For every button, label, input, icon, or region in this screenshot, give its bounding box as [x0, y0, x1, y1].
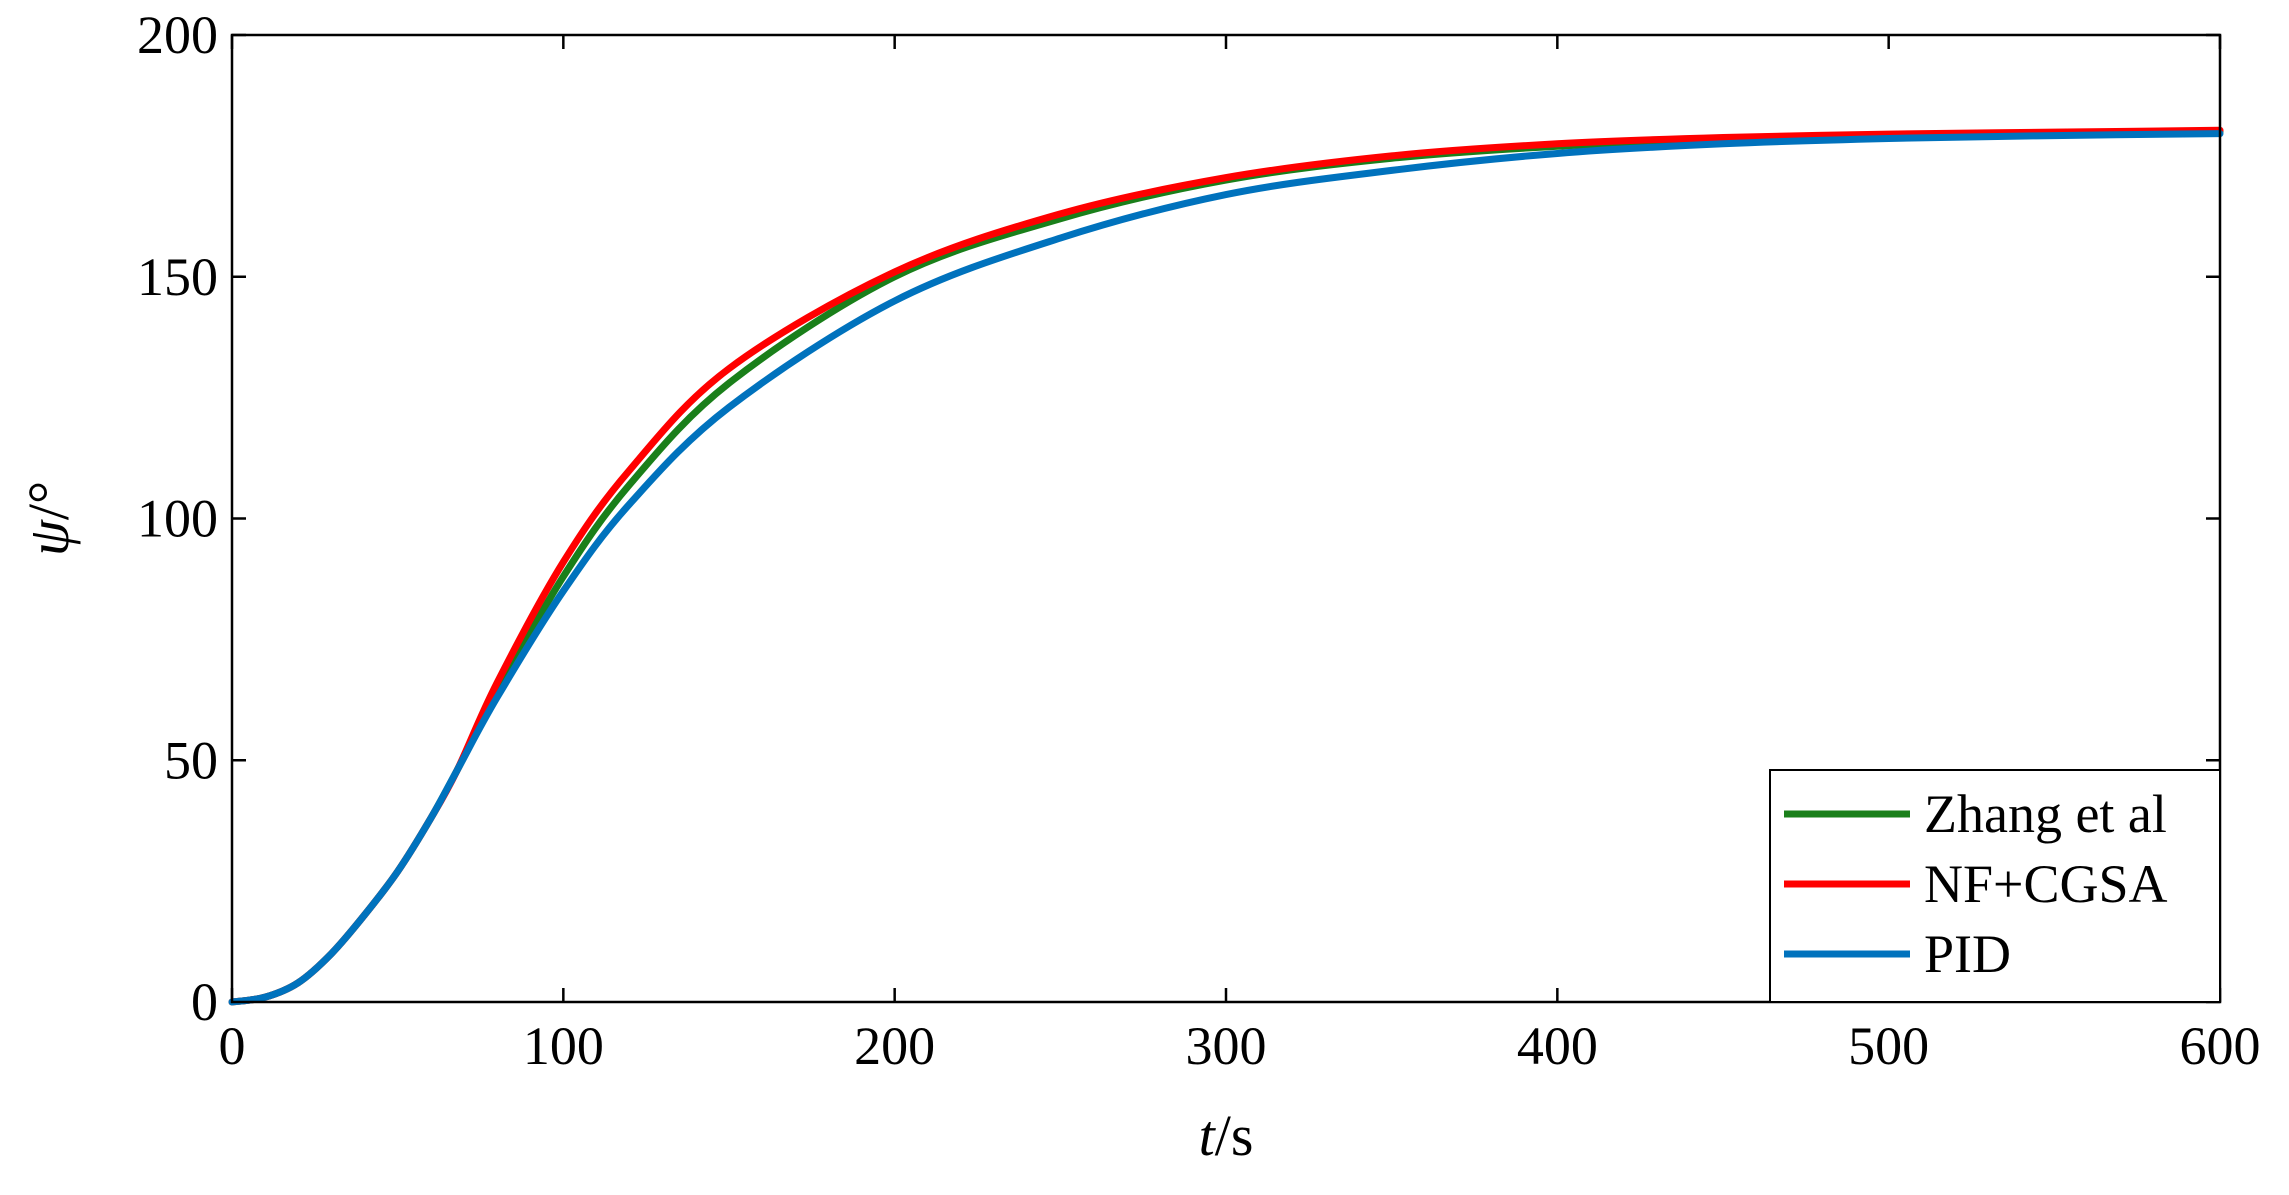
y-axis-var: ψ	[16, 519, 81, 556]
legend-label-pid: PID	[1924, 924, 2011, 984]
x-axis-unit: /s	[1215, 1103, 1254, 1168]
legend: Zhang et al NF+CGSA PID	[1769, 769, 2221, 1003]
x-tick-label: 200	[854, 1016, 935, 1076]
plot-area-frame	[230, 33, 2222, 1004]
series-line-pid	[228, 130, 2224, 1006]
x-tick-label: 300	[1186, 1016, 1267, 1076]
series-lines	[228, 126, 2224, 1006]
x-axis-var: t	[1199, 1103, 1217, 1168]
tick-labels: 0 100 200 300 400 500 600 0 50 100 150 200	[137, 5, 2261, 1076]
legend-label-zhang-et-al: Zhang et al	[1924, 784, 2167, 844]
x-tick-label: 0	[219, 1016, 246, 1076]
y-tick-label: 50	[164, 730, 218, 790]
x-tick-label: 500	[1848, 1016, 1929, 1076]
y-tick-label: 200	[137, 5, 218, 65]
y-axis-label: ψ/°	[16, 481, 81, 556]
x-tick-label: 400	[1517, 1016, 1598, 1076]
x-tick-label: 600	[2180, 1016, 2261, 1076]
legend-label-nf-cgsa: NF+CGSA	[1924, 854, 2168, 914]
y-tick-label: 100	[137, 489, 218, 549]
y-tick-label: 0	[191, 972, 218, 1032]
y-tick-label: 150	[137, 247, 218, 307]
y-axis-unit: /°	[16, 481, 81, 520]
x-tick-label: 100	[523, 1016, 604, 1076]
x-axis-label: t/s	[1199, 1103, 1254, 1168]
